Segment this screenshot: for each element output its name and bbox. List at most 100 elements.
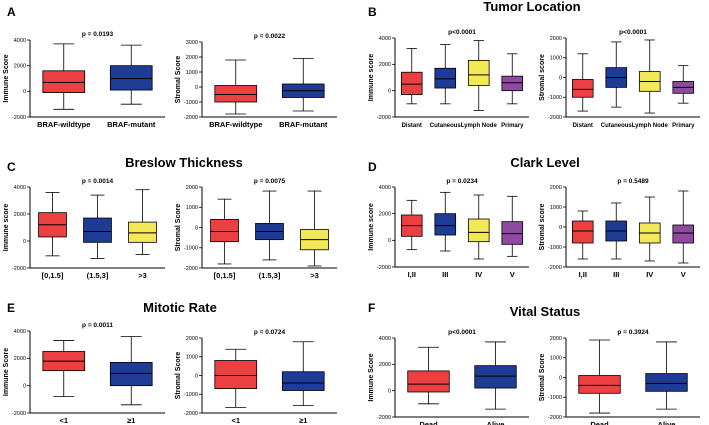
box-f1-0	[407, 346, 450, 405]
category-label: Lymph Node	[632, 123, 669, 129]
box-e2-1	[281, 341, 325, 406]
box-c1-0	[38, 191, 67, 257]
category-label: Distant	[402, 123, 422, 129]
p-value-label: p = 0.0022	[254, 33, 286, 40]
y-tick-label: -1000	[184, 246, 198, 252]
y-tick-label: 2000	[14, 212, 26, 218]
y-tick-label: 2000	[186, 185, 198, 191]
y-tick-label: -1000	[548, 395, 562, 401]
box-d1-0	[400, 199, 423, 251]
box-d1-3	[501, 195, 524, 257]
box-iqr	[281, 371, 325, 391]
category-label: [0,1.5]	[214, 271, 236, 280]
category-label: Cutaneous	[430, 123, 462, 129]
y-axis-label: Stromal Score	[175, 204, 182, 252]
y-tick-label: 2000	[550, 36, 562, 42]
y-tick-label: -2000	[12, 115, 26, 121]
y-tick-label: -2000	[184, 115, 198, 121]
box-b2-3	[672, 65, 695, 104]
y-tick-label: -2000	[377, 115, 391, 121]
category-label: V	[510, 270, 515, 279]
box-a2-0	[214, 59, 258, 115]
box-c2-0	[210, 198, 239, 265]
y-axis-label: Stromal Score	[175, 56, 182, 104]
box-iqr	[571, 220, 594, 244]
y-tick-label: -2000	[184, 411, 198, 417]
p-value-label: p<0.0001	[619, 29, 647, 36]
category-label: (1.5,3]	[87, 271, 109, 280]
box-iqr	[501, 221, 524, 245]
box-iqr	[467, 59, 490, 86]
box-iqr	[42, 70, 86, 94]
chart-f1: -2000 0 2000 4000 Immune Score p<0.0001 Dead Al…	[368, 329, 529, 425]
box-iqr	[407, 370, 450, 393]
y-axis-label: Immune score	[3, 204, 10, 252]
charts-layer: -2000 0 2000 4000 Immune Score p = 0.0193 BRAF…	[3, 29, 700, 425]
box-f2-1	[645, 341, 688, 410]
chart-e2: -2000 -1000 0 1000 2000 Stromal Score p = 0.07…	[175, 329, 337, 425]
y-tick-label: 2000	[186, 336, 198, 342]
box-b1-0	[400, 48, 423, 105]
y-tick-label: 4000	[14, 185, 26, 191]
panel-letter-c: C	[7, 160, 16, 174]
category-label: V	[681, 270, 686, 279]
box-c1-2	[128, 189, 157, 255]
y-tick-label: 2000	[550, 185, 562, 191]
box-f2-0	[578, 339, 621, 414]
category-label: ≥1	[127, 416, 135, 425]
chart-b1: -2000 0 2000 4000 Immune score p<0.0001 Distan…	[368, 29, 529, 129]
category-label: BRAF-mutant	[107, 120, 156, 129]
box-b1-3	[501, 53, 524, 105]
box-iqr	[83, 217, 112, 243]
y-tick-label: 1000	[550, 205, 562, 211]
category-label: Alive	[658, 420, 676, 425]
category-label: <1	[231, 416, 240, 425]
p-value-label: p<0.0001	[448, 29, 476, 36]
box-c2-1	[255, 190, 284, 261]
y-tick-label: 1000	[186, 355, 198, 361]
panel-letter-b: B	[368, 5, 377, 19]
category-label: BRAF-mutant	[279, 120, 328, 129]
y-axis-label: Stromal Score	[539, 354, 546, 402]
y-tick-label: 4000	[379, 336, 391, 342]
category-label: I,II	[408, 270, 416, 279]
category-label: IV	[646, 270, 653, 279]
panel-title-tumor-location: Tumor Location	[483, 0, 580, 14]
panel-letter-e: E	[7, 301, 15, 315]
box-d2-2	[638, 196, 661, 262]
p-value-label: p = 0.0234	[446, 178, 478, 185]
box-a1-1	[109, 44, 153, 105]
y-tick-label: -2000	[377, 265, 391, 271]
category-label: Alive	[487, 420, 505, 425]
p-value-label: p = 0.0724	[254, 329, 286, 336]
y-tick-label: -2000	[548, 415, 562, 421]
box-a1-0	[42, 43, 86, 110]
box-e2-0	[214, 348, 258, 408]
category-label: Cutaneous	[601, 123, 633, 129]
box-iqr	[645, 373, 688, 392]
y-tick-label: -2000	[548, 115, 562, 121]
category-label: <1	[59, 416, 68, 425]
box-b1-1	[434, 44, 457, 105]
panel-letter-a: A	[7, 5, 16, 19]
y-tick-label: -1000	[548, 95, 562, 101]
y-tick-label: 0	[559, 75, 562, 81]
y-tick-label: 2000	[14, 356, 26, 362]
y-tick-label: 4000	[379, 36, 391, 42]
box-b2-1	[605, 41, 628, 108]
category-label: (1.5,3]	[259, 271, 281, 280]
chart-a1: -2000 0 2000 4000 Immune Score p = 0.0193 BRAF…	[3, 31, 165, 129]
chart-a2: -2000 -1000 0 1000 2000 3000 Stromal Score p = …	[175, 33, 337, 129]
box-e1-1	[109, 336, 153, 406]
category-label: Primary	[501, 123, 524, 129]
chart-f2: -2000 -1000 0 1000 2000 Stromal Score p = 0.39…	[539, 329, 700, 425]
box-d1-2	[467, 194, 490, 260]
box-iqr	[434, 213, 457, 236]
box-iqr	[672, 224, 695, 244]
box-iqr	[501, 75, 524, 92]
category-label: Dead	[419, 420, 438, 425]
chart-c2: -2000 -1000 0 1000 2000 Stromal Score p = 0.00…	[175, 178, 337, 280]
y-tick-label: -2000	[548, 265, 562, 271]
category-label: Distant	[573, 123, 593, 129]
y-tick-label: 1000	[550, 56, 562, 62]
